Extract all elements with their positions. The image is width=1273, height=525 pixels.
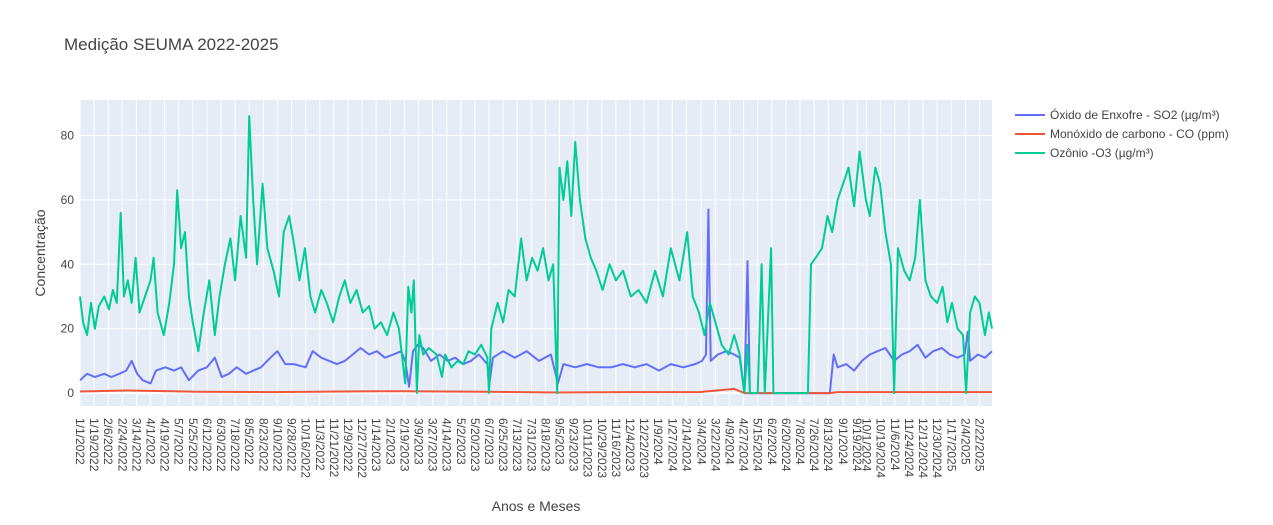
x-tick-label: 2/24/2022 bbox=[115, 418, 129, 472]
x-tick-label: 2/4/2025 bbox=[958, 418, 972, 465]
x-tick-label: 7/13/2023 bbox=[510, 418, 524, 472]
x-tick-label: 8/18/2023 bbox=[538, 418, 552, 472]
x-tick-label: 9/19/2024 bbox=[850, 418, 864, 472]
x-tick-label: 12/12/2024 bbox=[916, 418, 930, 478]
x-tick-label: 6/25/2023 bbox=[496, 418, 510, 472]
x-tick-label: 12/30/2024 bbox=[930, 418, 944, 478]
x-tick-label: 10/19/2024 bbox=[874, 418, 888, 478]
x-tick-label: 12/22/2023 bbox=[637, 418, 651, 478]
x-tick-label: 11/16/2023 bbox=[609, 418, 623, 477]
x-tick-label: 6/12/2022 bbox=[200, 418, 214, 472]
series-line-2 bbox=[79, 115, 993, 395]
x-tick-label: 3/22/2024 bbox=[708, 418, 722, 472]
x-axis-title: Anos e Meses bbox=[492, 498, 581, 514]
plot-area bbox=[80, 100, 992, 406]
x-tick-label: 12/27/2022 bbox=[355, 418, 369, 478]
x-tick-label: 7/8/2024 bbox=[793, 418, 807, 465]
x-tick-label: 5/20/2023 bbox=[468, 418, 482, 472]
chart-title: Medição SEUMA 2022-2025 bbox=[64, 35, 279, 54]
x-tick-label: 3/27/2023 bbox=[426, 418, 440, 472]
series-lines bbox=[79, 115, 993, 395]
x-tick-label: 1/27/2024 bbox=[665, 418, 679, 472]
x-axis-ticks: 1/1/2022 1/19/2022 2/6/2022 2/24/2022 3/14/2… bbox=[73, 418, 986, 478]
x-tick-label: 2/14/2024 bbox=[679, 418, 693, 472]
x-tick-label: 11/3/2022 bbox=[313, 418, 327, 471]
x-tick-label: 5/2/2023 bbox=[454, 418, 468, 465]
y-axis-title: Concentração bbox=[32, 209, 48, 296]
x-tick-label: 11/24/2024 bbox=[902, 418, 916, 477]
x-tick-label: 8/5/2022 bbox=[242, 418, 256, 465]
legend-label: Óxido de Enxofre - SO2 (µg/m³) bbox=[1050, 107, 1220, 122]
x-tick-label: 9/10/2022 bbox=[270, 418, 284, 472]
x-tick-label: 1/17/2025 bbox=[944, 418, 958, 472]
y-axis-ticks: 0 20 40 60 80 bbox=[61, 128, 75, 400]
x-tick-label: 4/14/2023 bbox=[440, 418, 454, 472]
x-tick-label: 12/4/2023 bbox=[623, 418, 637, 472]
x-tick-label: 9/5/2023 bbox=[553, 418, 567, 465]
x-tick-label: 4/1/2022 bbox=[144, 418, 158, 465]
x-tick-label: 6/7/2023 bbox=[482, 418, 496, 465]
x-tick-label: 9/1/2024 bbox=[836, 418, 850, 465]
x-tick-label: 1/14/2023 bbox=[369, 418, 383, 472]
x-tick-label: 3/9/2023 bbox=[411, 418, 425, 465]
x-tick-label: 10/1/2024 bbox=[860, 418, 874, 472]
x-tick-label: 6/20/2024 bbox=[779, 418, 793, 472]
y-tick-label: 20 bbox=[61, 322, 75, 336]
legend: Óxido de Enxofre - SO2 (µg/m³) Monóxido d… bbox=[1015, 107, 1229, 160]
series-line-1 bbox=[79, 387, 992, 395]
x-tick-label: 2/6/2022 bbox=[101, 418, 115, 465]
x-tick-label: 7/26/2024 bbox=[807, 418, 821, 472]
x-tick-label: 11/6/2024 bbox=[888, 418, 902, 471]
x-tick-label: 11/21/2022 bbox=[327, 418, 341, 477]
x-tick-label: 3/4/2024 bbox=[694, 418, 708, 465]
x-tick-label: 7/31/2023 bbox=[524, 418, 538, 472]
x-tick-label: 9/28/2022 bbox=[285, 418, 299, 472]
x-tick-label: 6/2/2024 bbox=[765, 418, 779, 465]
x-tick-label: 9/23/2023 bbox=[567, 418, 581, 472]
x-tick-label: 7/18/2022 bbox=[228, 418, 242, 472]
x-tick-label: 1/1/2022 bbox=[73, 418, 87, 465]
x-tick-label: 4/27/2024 bbox=[737, 418, 751, 472]
x-tick-label: 1/9/2024 bbox=[651, 418, 665, 465]
legend-label: Monóxido de carbono - CO (ppm) bbox=[1050, 127, 1229, 141]
x-tick-label: 4/19/2022 bbox=[158, 418, 172, 472]
x-tick-label: 10/16/2022 bbox=[299, 418, 313, 478]
x-tick-label: 12/9/2022 bbox=[341, 418, 355, 472]
x-tick-label: 10/11/2023 bbox=[581, 418, 595, 477]
x-tick-label: 5/7/2022 bbox=[172, 418, 186, 465]
x-tick-label: 5/25/2022 bbox=[186, 418, 200, 472]
y-tick-label: 60 bbox=[61, 193, 75, 207]
x-tick-label: 6/30/2022 bbox=[214, 418, 228, 472]
x-tick-label: 5/15/2024 bbox=[751, 418, 765, 472]
x-tick-label: 3/14/2022 bbox=[129, 418, 143, 472]
x-tick-label: 10/29/2023 bbox=[595, 418, 609, 478]
y-tick-label: 40 bbox=[61, 257, 75, 271]
series-line-0 bbox=[79, 208, 993, 395]
x-tick-label: 8/13/2024 bbox=[821, 418, 835, 472]
y-tick-label: 0 bbox=[67, 386, 74, 400]
x-tick-label: 8/23/2022 bbox=[256, 418, 270, 472]
legend-label: Ozônio -O3 (µg/m³) bbox=[1050, 146, 1154, 160]
x-tick-label: 2/22/2025 bbox=[972, 418, 986, 472]
x-tick-label: 4/9/2024 bbox=[723, 418, 737, 465]
y-tick-label: 80 bbox=[61, 128, 75, 142]
x-tick-label: 1/19/2022 bbox=[87, 418, 101, 472]
x-tick-label: 2/1/2023 bbox=[383, 418, 397, 465]
x-tick-label: 2/19/2023 bbox=[397, 418, 411, 472]
